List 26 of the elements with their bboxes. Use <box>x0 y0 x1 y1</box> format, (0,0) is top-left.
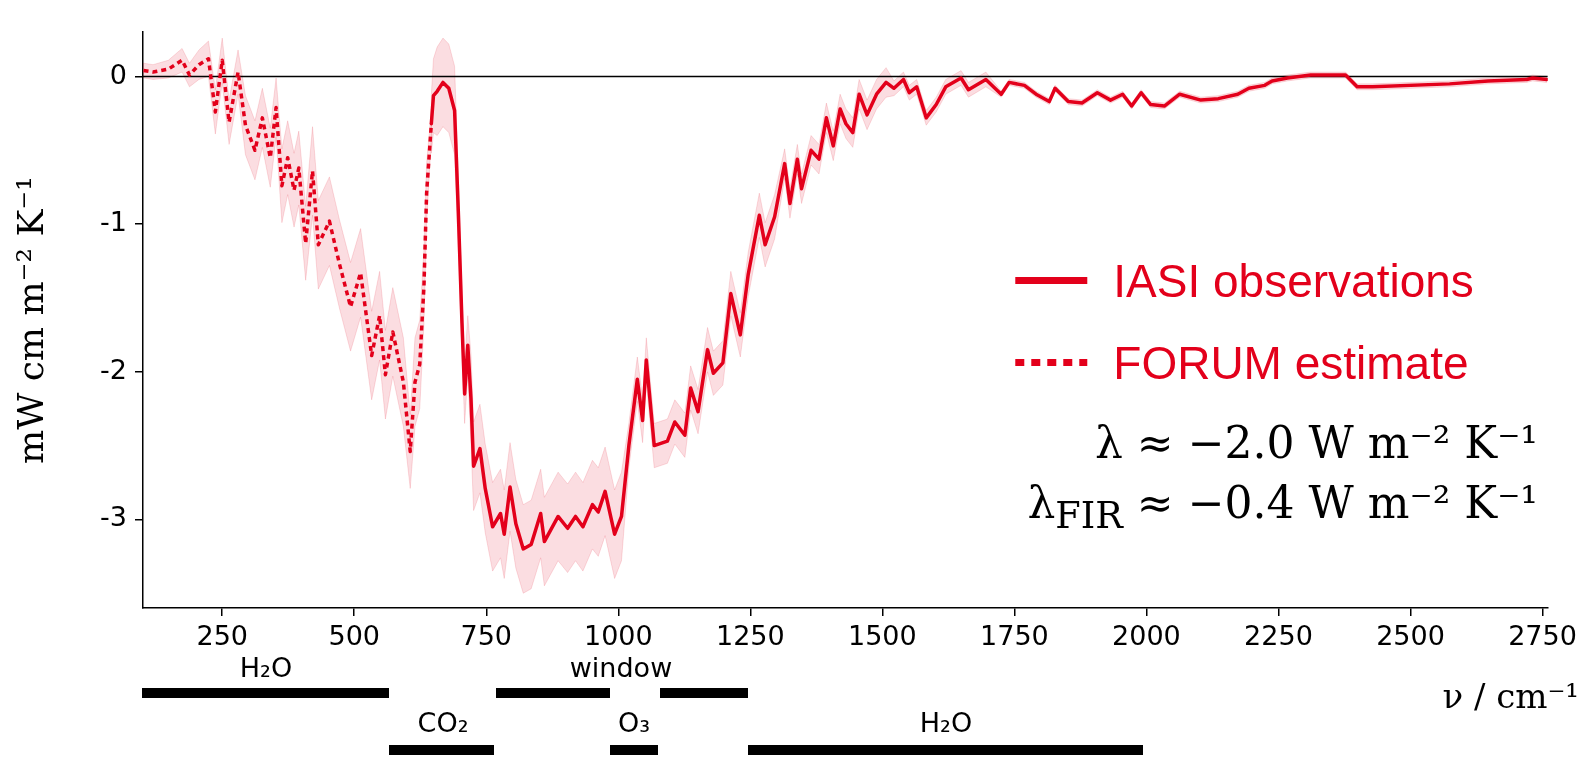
legend-label: IASI observations <box>1113 255 1474 308</box>
x-tick-label: 2500 <box>1376 620 1445 652</box>
x-tick-label: 1750 <box>980 620 1049 652</box>
x-tick-label: 1500 <box>848 620 917 652</box>
y-tick-label: -1 <box>100 206 127 238</box>
x-tick-label: 2250 <box>1244 620 1313 652</box>
text: H₂O <box>919 706 973 738</box>
x-tick-label: 1250 <box>715 620 785 652</box>
legend-label: FORUM estimate <box>1113 337 1469 390</box>
y-axis-title: mW cm m⁻² K⁻¹ <box>9 176 51 464</box>
x-axis-title: ν / cm⁻¹ <box>1442 676 1580 716</box>
text: window <box>569 651 673 683</box>
x-tick-label: 750 <box>460 620 513 652</box>
text: O₃ <box>617 706 651 738</box>
text: H₂O <box>239 651 293 683</box>
y-tick-label: 0 <box>109 58 127 90</box>
x-tick-label: 500 <box>328 620 381 652</box>
x-tick-label: 2000 <box>1112 620 1181 652</box>
annotation: λ ≈ −2.0 W m⁻² K⁻¹ <box>1094 417 1538 468</box>
x-tick-label: 2750 <box>1508 620 1577 652</box>
x-tick-label: 250 <box>196 620 248 652</box>
annotation: λ$_{FIR}$ ≈ −0.4 W m⁻² K⁻¹ <box>1027 477 1538 538</box>
y-tick-label: -2 <box>100 353 127 385</box>
x-tick-label: 1000 <box>583 620 653 652</box>
y-tick-label: -3 <box>100 501 127 533</box>
text: CO₂ <box>417 706 469 738</box>
